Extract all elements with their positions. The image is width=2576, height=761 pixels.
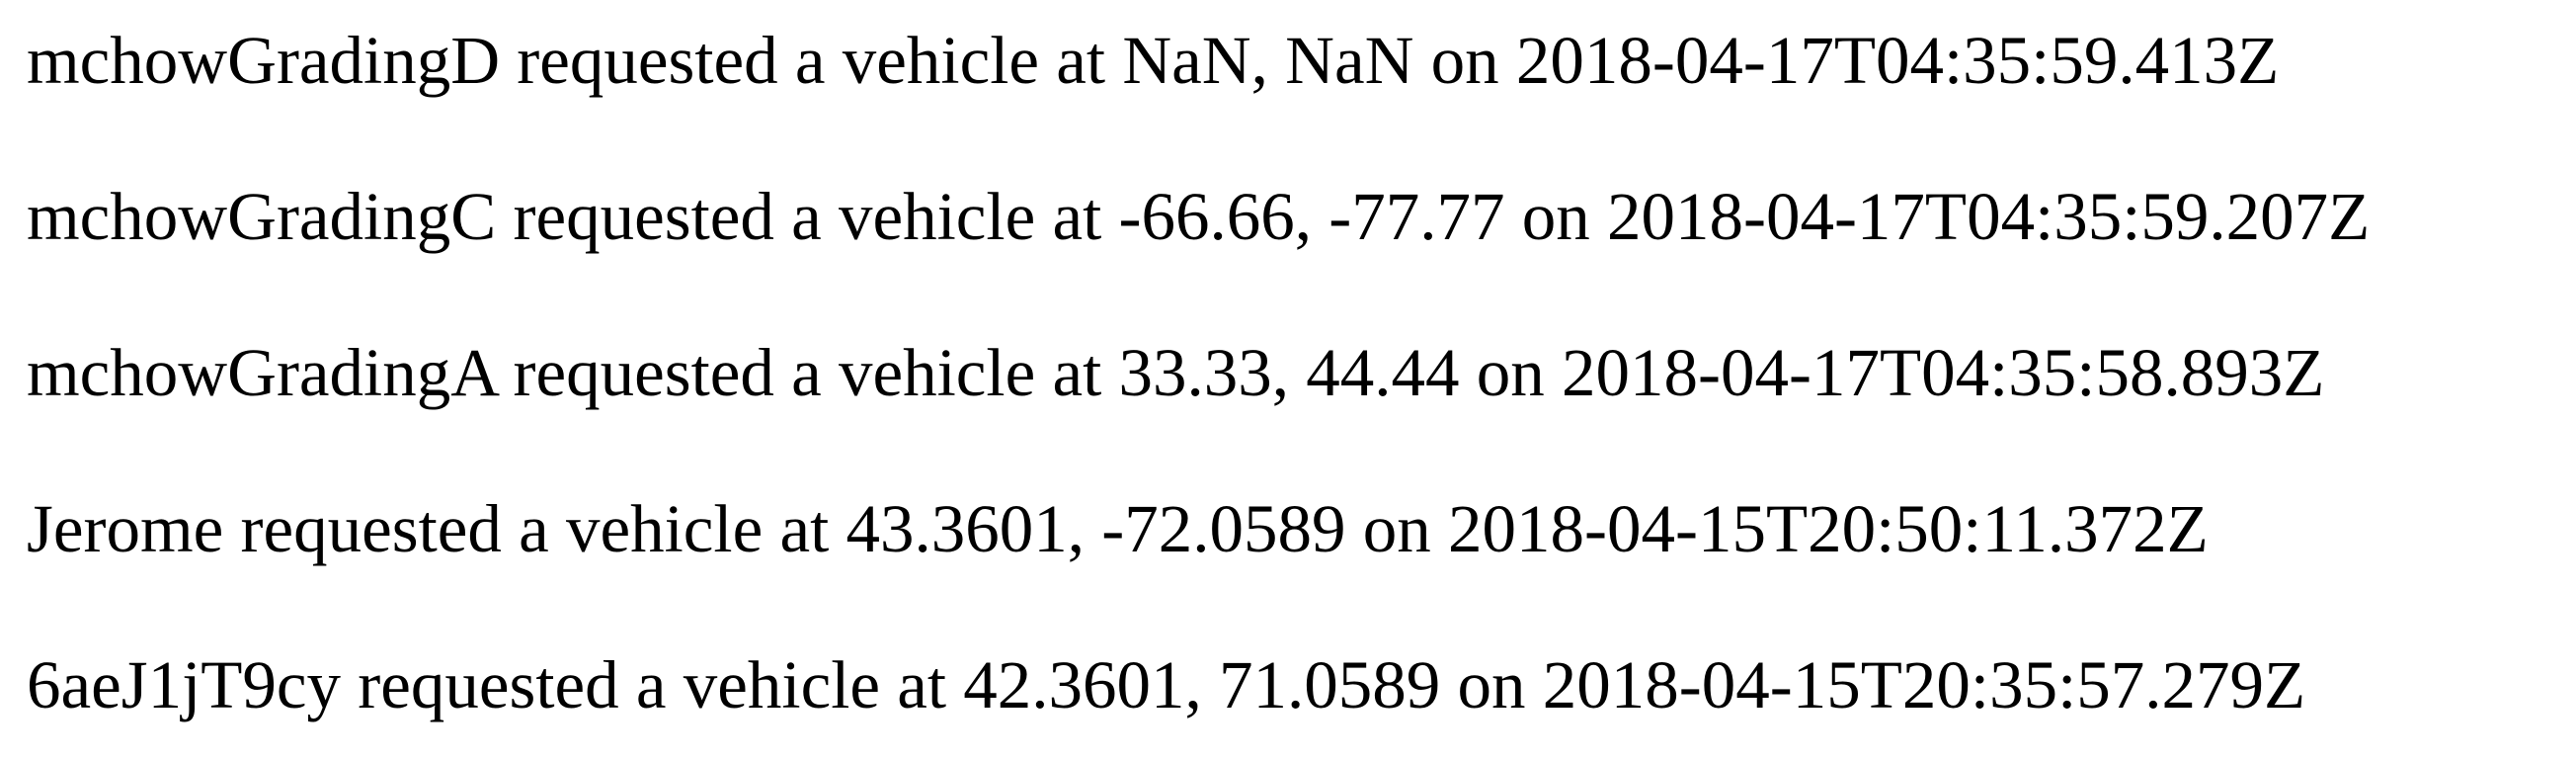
request-entry: mchowGradingD requested a vehicle at NaN… bbox=[27, 23, 2280, 98]
request-entry: Jerome requested a vehicle at 43.3601, -… bbox=[27, 491, 2209, 566]
request-entry: mchowGradingC requested a vehicle at -66… bbox=[27, 179, 2371, 254]
request-list: mchowGradingD requested a vehicle at NaN… bbox=[27, 23, 2371, 722]
request-entry: 6aeJ1jT9cy requested a vehicle at 42.360… bbox=[27, 647, 2306, 722]
request-entry: mchowGradingA requested a vehicle at 33.… bbox=[27, 335, 2325, 410]
